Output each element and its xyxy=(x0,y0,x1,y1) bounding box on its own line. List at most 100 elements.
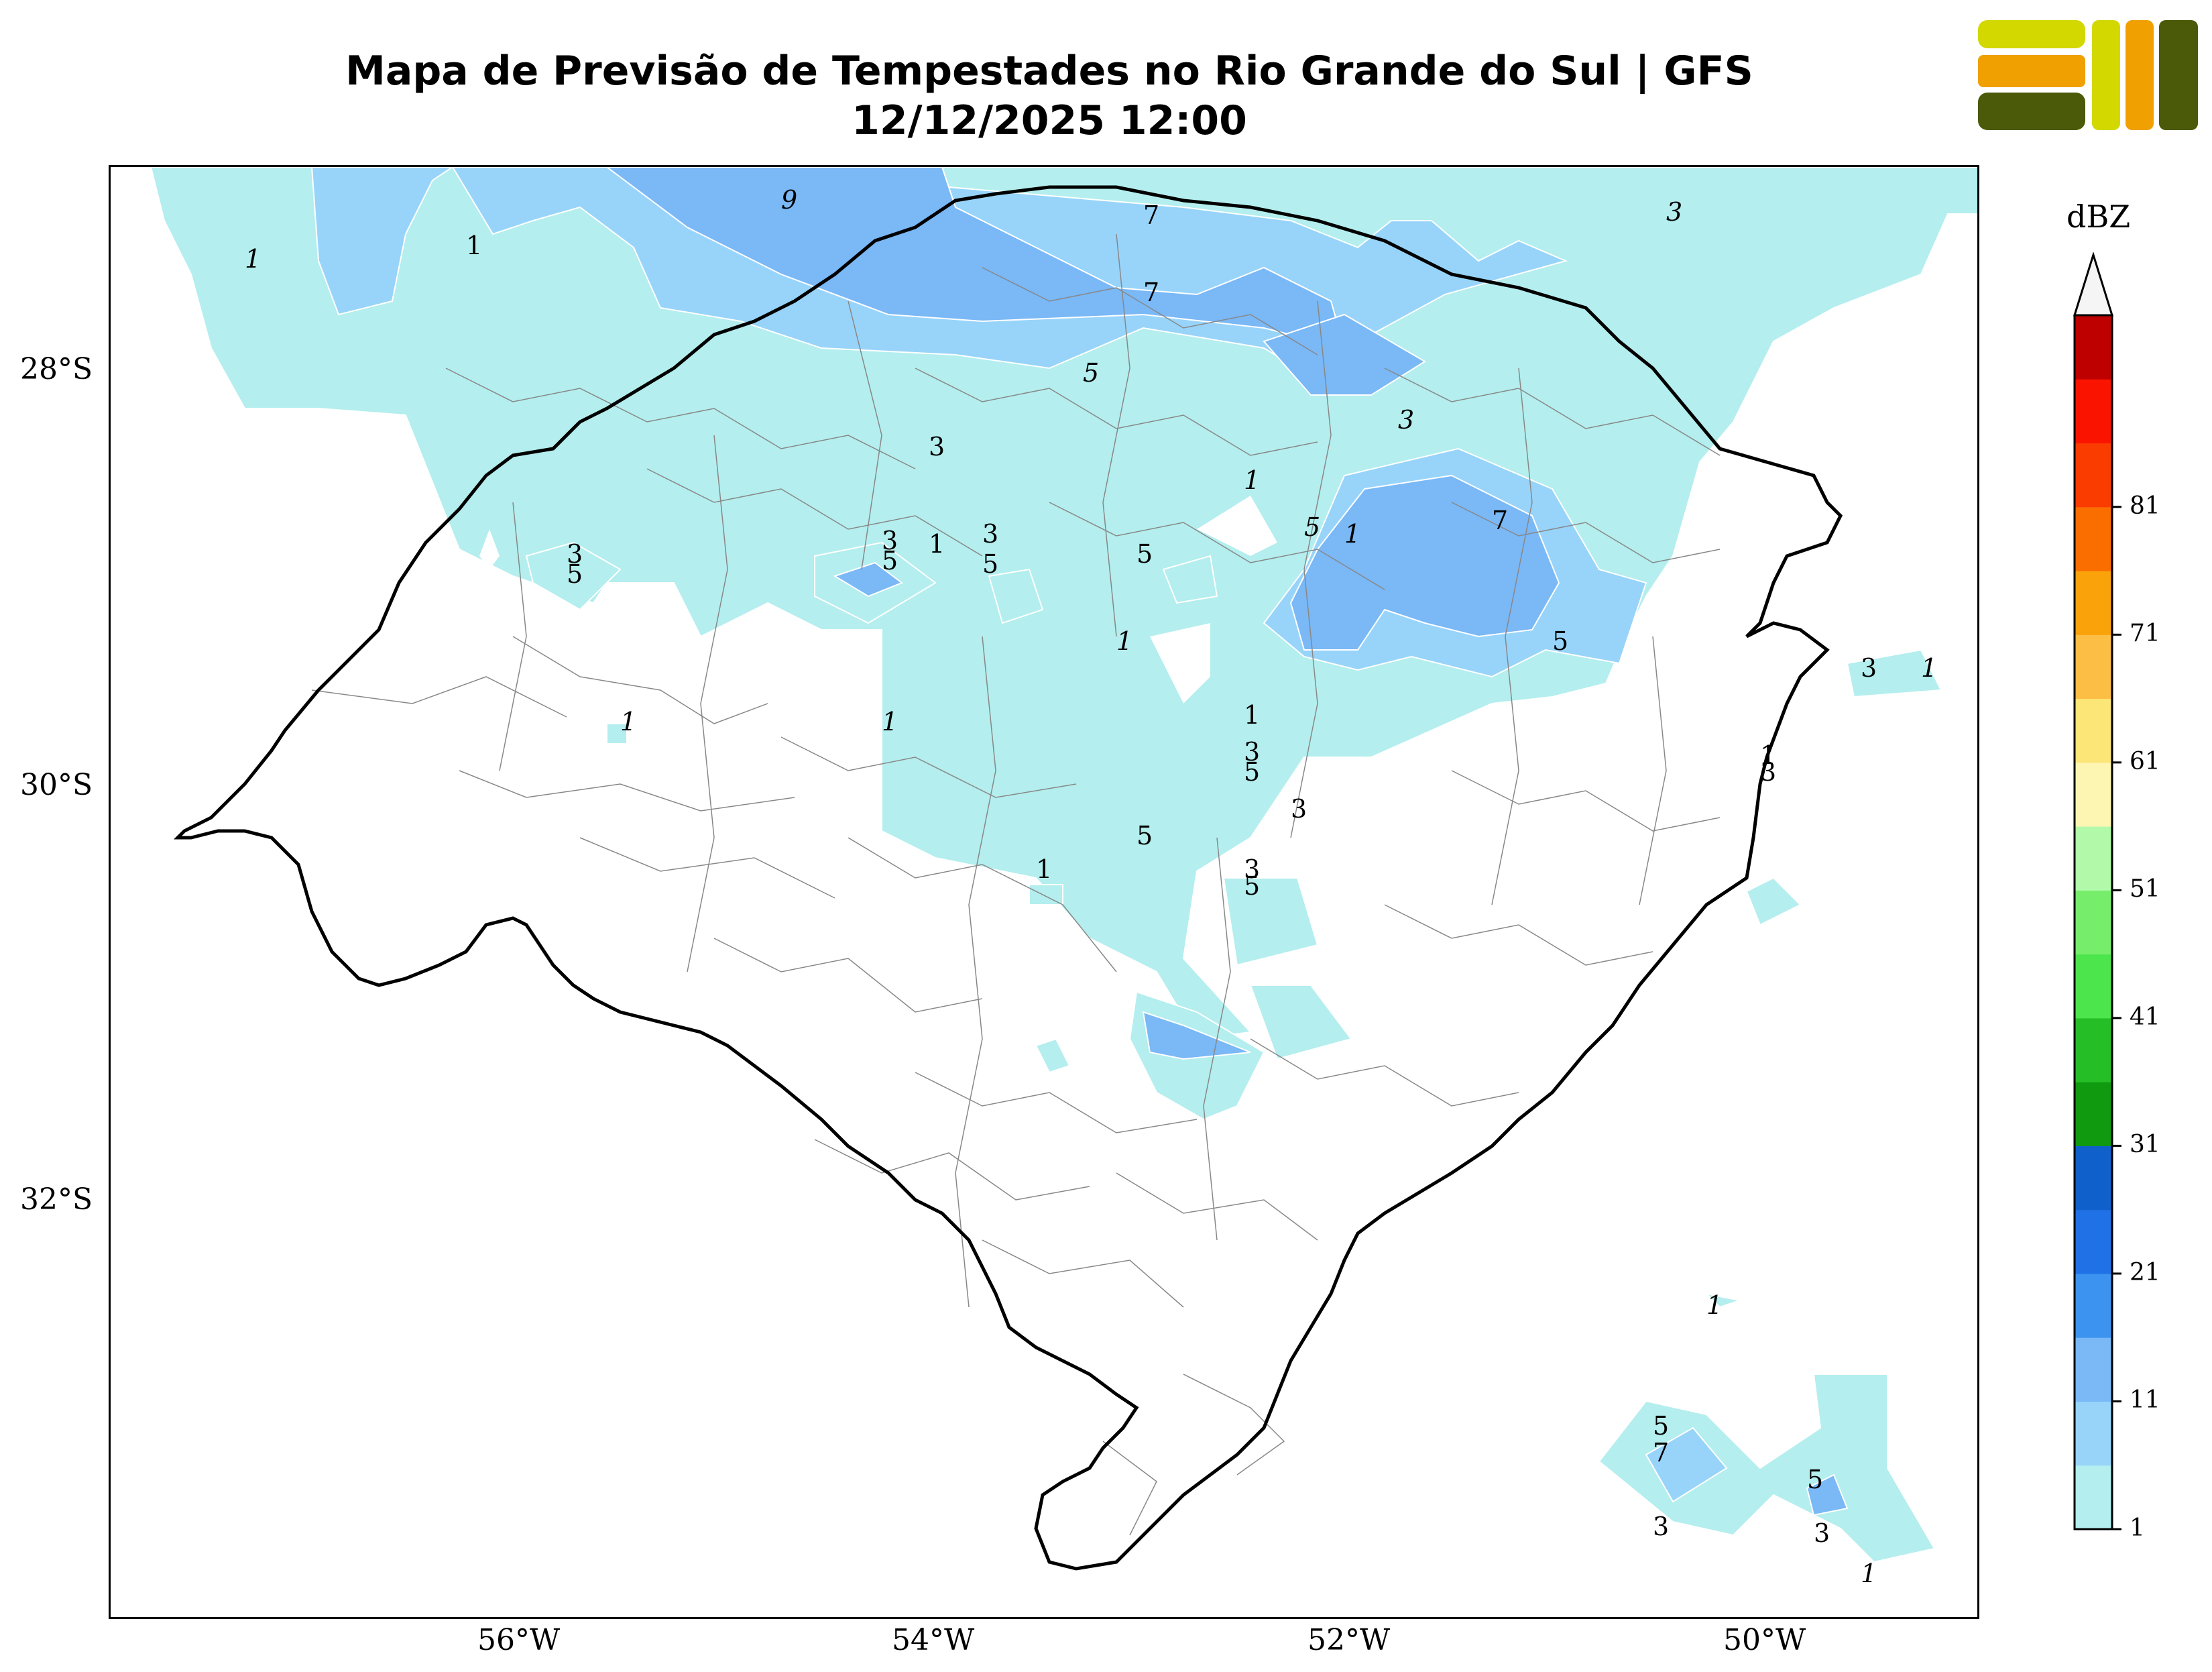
contour-label: 3 xyxy=(1861,653,1877,683)
reflectivity-cell xyxy=(1162,555,1218,604)
colorbar-segment xyxy=(2075,954,2112,1019)
reflectivity-gap xyxy=(1150,623,1210,704)
contour-label: 5 xyxy=(567,559,583,589)
contour-label: 5 xyxy=(1137,539,1153,569)
reflectivity-cell-ocean xyxy=(1806,1473,1849,1516)
reflectivity-gap xyxy=(1197,496,1277,556)
contour-label: 1 xyxy=(620,707,636,736)
contour-label: 5 xyxy=(882,546,898,575)
lon-tick-54: 54°W xyxy=(892,1623,975,1657)
colorbar-segment xyxy=(2075,1465,2112,1530)
contour-label: 1 xyxy=(1706,1290,1723,1320)
contour-label: 3 xyxy=(1653,1512,1669,1541)
lon-tick-52: 52°W xyxy=(1307,1623,1391,1657)
colorbar-tick-marks xyxy=(2112,506,2121,1530)
contour-label: 1 xyxy=(1861,1559,1877,1588)
colorbar-segment xyxy=(2075,1273,2112,1338)
colorbar-segment xyxy=(2075,1017,2112,1082)
contour-label: 1 xyxy=(1036,854,1052,884)
contour-label: 3 xyxy=(1666,197,1682,227)
colorbar-unit: dBZ xyxy=(2067,199,2131,235)
colorbar-segment xyxy=(2075,1337,2112,1402)
map-datetime: 12/12/2025 12:00 xyxy=(852,97,1247,144)
contour-label: 7 xyxy=(1492,506,1508,535)
contour-label: 7 xyxy=(1653,1438,1669,1467)
colorbar-segment xyxy=(2075,443,2112,508)
colorbar-segment xyxy=(2075,315,2112,380)
colorbar-segment xyxy=(2075,571,2112,635)
reflectivity-cell xyxy=(1142,1011,1251,1060)
contour-label: 1 xyxy=(1760,740,1776,770)
reflectivity-cell xyxy=(525,541,622,611)
contour-label: 3 xyxy=(1760,757,1776,787)
reflectivity-cell xyxy=(1249,985,1352,1060)
colorbar-segment xyxy=(2075,1082,2112,1146)
reflectivity-cell xyxy=(606,723,628,744)
colorbar-segment xyxy=(2075,1401,2112,1466)
contour-label: 3 xyxy=(882,526,898,555)
colorbar-tick-label: 1 xyxy=(2130,1514,2145,1542)
reflectivity-cell xyxy=(1222,877,1319,966)
colorbar-segment xyxy=(2075,890,2112,955)
colorbar xyxy=(2073,252,2121,1530)
colorbar-segment xyxy=(2075,506,2112,571)
colorbar-segment xyxy=(2075,634,2112,700)
contour-label: 3 xyxy=(1814,1518,1830,1548)
colorbar-tick-label: 51 xyxy=(2130,875,2160,903)
lat-tick-28: 28°S xyxy=(20,352,93,386)
reflectivity-cell xyxy=(988,568,1044,624)
contour-label: 5 xyxy=(1244,757,1260,787)
reflectivity-core xyxy=(1263,313,1426,396)
reflectivity-area-center xyxy=(1289,474,1560,651)
contour-label: 5 xyxy=(1304,512,1320,542)
contour-label: 1 xyxy=(1244,700,1260,730)
contour-label: 1 xyxy=(882,707,898,736)
contour-label: 7 xyxy=(1143,201,1159,230)
lat-tick-32: 32°S xyxy=(20,1182,93,1217)
colorbar-segment xyxy=(2075,698,2112,763)
colorbar-tick-label: 71 xyxy=(2130,620,2160,648)
contour-label: 1 xyxy=(466,231,482,260)
contour-label: 5 xyxy=(1807,1465,1823,1494)
colorbar-segment xyxy=(2075,1209,2112,1274)
reflectivity-cell xyxy=(1704,1292,1743,1308)
reflectivity-cell-ocean xyxy=(1598,1374,1936,1563)
contour-label: 3 xyxy=(1291,794,1307,824)
contour-label: 1 xyxy=(1244,465,1260,495)
colorbar-tick-label: 41 xyxy=(2130,1003,2160,1031)
contour-label: 5 xyxy=(1083,358,1099,388)
colorbar-outline xyxy=(2073,314,2113,1530)
contour-label: 5 xyxy=(982,549,998,579)
lon-tick-56: 56°W xyxy=(477,1623,561,1657)
contour-label: 7 xyxy=(1143,278,1159,307)
contour-label: 5 xyxy=(1653,1411,1669,1441)
colorbar-segment xyxy=(2075,762,2112,827)
contour-label: 5 xyxy=(1137,821,1153,850)
contour-label: 1 xyxy=(1344,519,1360,549)
colorbar-tick-label: 81 xyxy=(2130,492,2160,520)
colorbar-segment xyxy=(2075,1146,2112,1211)
lon-tick-50: 50°W xyxy=(1723,1623,1806,1657)
colorbar-tick-label: 31 xyxy=(2130,1131,2160,1159)
contour-label: 3 xyxy=(1244,737,1260,767)
map-panel: 9 7 7 3 1 1 5 3 3 1 7 5 1 3 5 1 3 5 5 3 … xyxy=(109,165,1979,1619)
colorbar-tick-label: 21 xyxy=(2130,1258,2160,1286)
map-svg: 9 7 7 3 1 1 5 3 3 1 7 5 1 3 5 1 3 5 5 3 … xyxy=(150,167,1977,1588)
reflectivity-cell xyxy=(1846,649,1942,698)
contour-label: 3 xyxy=(1398,405,1414,435)
contour-label: 3 xyxy=(929,432,945,461)
logo-mark xyxy=(1978,20,2198,130)
contour-label: 1 xyxy=(1116,626,1132,656)
contour-label: 1 xyxy=(929,529,945,559)
reflectivity-gap xyxy=(479,529,500,569)
reflectivity-cell xyxy=(1745,877,1802,926)
colorbar-tick-label: 61 xyxy=(2130,747,2160,775)
reflectivity-cell-ocean xyxy=(1645,1427,1728,1503)
contour-label: 1 xyxy=(1921,653,1937,683)
colorbar-segments xyxy=(2075,315,2112,1530)
contour-label: 3 xyxy=(1244,854,1260,884)
contour-label: 5 xyxy=(1244,871,1260,901)
contour-label: 3 xyxy=(567,539,583,569)
state-border xyxy=(173,185,1843,1571)
colorbar-segment xyxy=(2075,379,2112,444)
